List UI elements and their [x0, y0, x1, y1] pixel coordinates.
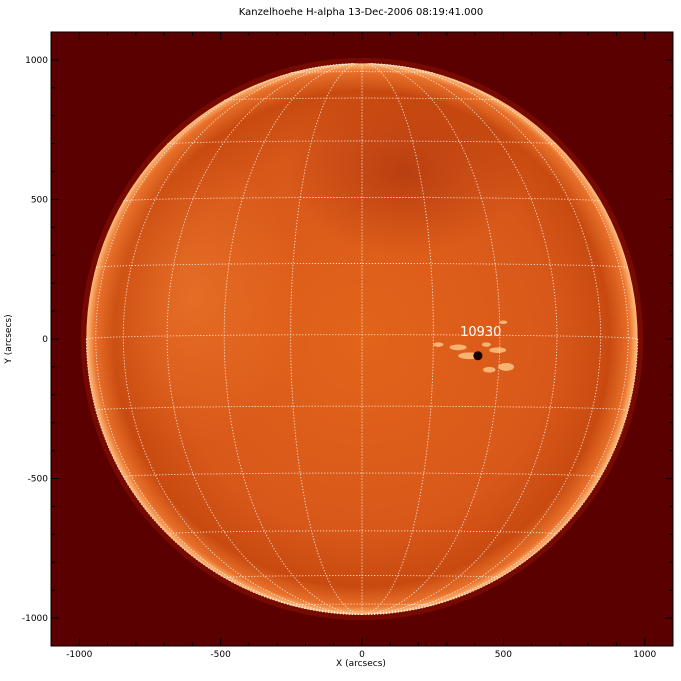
grid-line	[361, 62, 434, 616]
x-tick-label: -1000	[66, 650, 92, 660]
x-tick-label: 1000	[633, 650, 656, 660]
plage-blob	[498, 362, 515, 371]
grid-line	[122, 63, 363, 616]
grid-line	[223, 62, 363, 616]
grid-line	[361, 63, 602, 616]
y-tick-labels: -1000 -500 0 500 1000	[22, 56, 48, 624]
grid-line	[224, 97, 500, 101]
grid-line	[361, 62, 501, 616]
active-region-label: 10930	[460, 325, 501, 340]
plage-blob	[433, 342, 444, 347]
heliographic-grid	[85, 62, 639, 616]
grid-line	[166, 530, 558, 535]
y-tick-label: -500	[28, 475, 49, 485]
plage-blob	[481, 342, 491, 347]
y-tick-label: 0	[42, 335, 48, 345]
grid-line	[166, 62, 363, 616]
grid-line	[290, 603, 434, 606]
x-tick-label: 0	[359, 650, 365, 660]
axis-ticks	[51, 32, 673, 646]
chart-title: Kanzelhoehe H-alpha 13-Dec-2006 08:19:41…	[239, 7, 483, 18]
grid-line	[361, 62, 558, 616]
grid-line	[223, 575, 501, 579]
y-tick-label: 500	[31, 195, 48, 205]
x-tick-label: 500	[495, 650, 512, 660]
x-axis-label: X (arcsecs)	[336, 659, 386, 669]
y-axis-label: Y (arcsecs)	[4, 314, 14, 364]
plage-blob	[449, 344, 467, 351]
y-tick-label: -1000	[22, 614, 48, 624]
plage-blob	[483, 366, 496, 373]
grid-line	[85, 334, 639, 340]
plage-blob	[489, 347, 507, 353]
bright-region-patch	[86, 150, 300, 445]
sunspot	[473, 351, 483, 361]
grid-line	[290, 62, 363, 616]
y-tick-label: 1000	[25, 56, 48, 66]
x-tick-label: -500	[210, 650, 231, 660]
plage-blob	[499, 320, 508, 324]
x-tick-labels: -1000 -500 0 500 1000	[66, 650, 656, 660]
dark-region-patch	[285, 86, 524, 257]
